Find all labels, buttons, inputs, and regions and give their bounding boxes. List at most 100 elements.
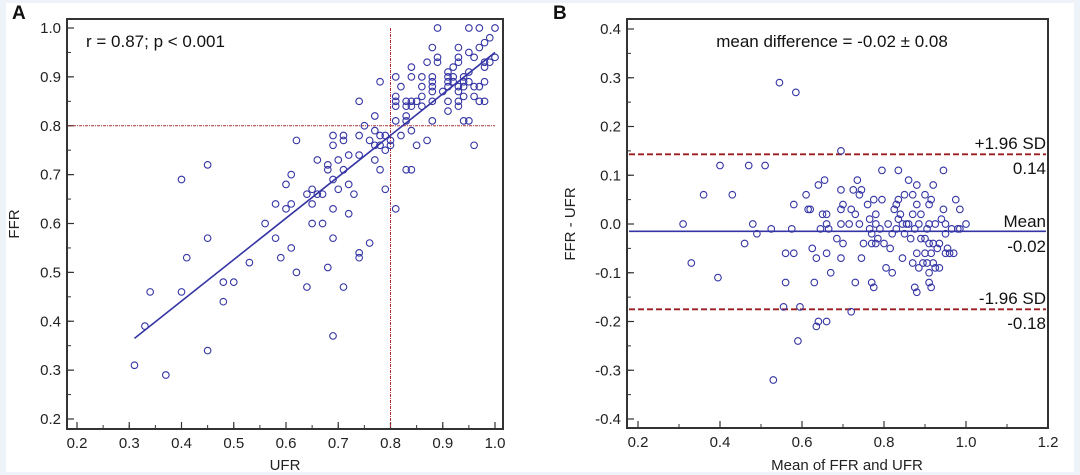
panel-a-data-point <box>454 87 463 96</box>
panel-b-data-point <box>925 239 933 248</box>
panel-b-x-tick-label: 1.2 <box>1038 434 1059 451</box>
panel-b-data-point <box>871 220 880 228</box>
panel-a-y-tick-label: 0.7 <box>40 167 61 184</box>
upper-loa-label: +1.96 SD <box>975 134 1046 153</box>
panel-b-data-point <box>679 220 687 228</box>
panel-b-data-point <box>921 190 929 199</box>
lower-loa-value: -0.18 <box>1007 314 1046 333</box>
panel-b-data-point <box>714 273 722 282</box>
panel-a-data-point <box>219 278 228 287</box>
panel-a-data-point <box>276 253 285 262</box>
panel-a-data-point <box>292 136 301 145</box>
panel-b-data-point <box>927 249 936 258</box>
panel-b-data-point <box>687 259 696 267</box>
panel-a-data-point <box>130 361 139 370</box>
panel-a-data-point <box>444 82 452 91</box>
panel-b-data-point <box>955 225 964 233</box>
panel-b-data-point <box>804 205 813 214</box>
panel-b-x-tick-label: 0.8 <box>874 434 895 451</box>
panel-a-data-point <box>475 97 484 106</box>
panel-a-data-point <box>339 165 348 174</box>
panel-a-data-point <box>303 283 311 291</box>
panel-a-data-point <box>261 219 269 228</box>
panel-b-data-point <box>849 186 858 194</box>
panel-a-data-point <box>376 77 384 86</box>
panel-a-data-point <box>454 53 463 62</box>
panel-b-y-tick-label: -0.4 <box>595 411 621 428</box>
panel-b-data-point <box>839 200 847 209</box>
panel-a-data-point <box>407 97 416 106</box>
panel-a-data-point <box>355 131 364 140</box>
panel-a-data-point <box>308 200 316 208</box>
panel-a-data-point <box>412 97 421 106</box>
panel-b-data-point <box>820 176 829 184</box>
panel-a-data-point <box>454 43 463 52</box>
panel-b-data-point <box>853 176 862 184</box>
panel-b-data-point <box>787 225 796 233</box>
panel-b-data-point <box>867 278 876 287</box>
panel-b-data-point <box>931 220 940 228</box>
panel-b-data-point <box>740 239 749 248</box>
panel-b-data-point <box>925 268 933 277</box>
panel-a-data-point <box>329 175 337 184</box>
panel-a-data-point <box>287 244 296 252</box>
panel-b-y-tick-label: -0.1 <box>595 265 621 282</box>
panel-a-data-point <box>287 170 296 179</box>
panel-b-data-point <box>794 337 802 345</box>
panel-b-data-point <box>855 190 864 199</box>
panel-a-data-point <box>480 77 489 86</box>
panel-b-data-point <box>837 147 845 155</box>
panel-a-correlation-annotation: r = 0.87; p < 0.001 <box>86 32 225 51</box>
panel-b-y-tick-label: 0.4 <box>600 21 621 38</box>
panel-b-data-point <box>824 225 833 233</box>
panel-a-x-tick-label: 0.2 <box>67 435 88 452</box>
panel-b-data-point <box>744 161 753 170</box>
panel-a-data-point <box>470 53 478 62</box>
panel-a-x-axis-label: UFR <box>270 457 301 474</box>
panel-b-x-tick-label: 0.2 <box>628 434 649 451</box>
panel-b-data-point <box>865 215 874 223</box>
panel-b-data-point <box>808 244 817 253</box>
panel-b-data-point <box>806 205 815 214</box>
panel-a-data-point <box>177 288 186 296</box>
panel-a-data-point <box>344 151 353 159</box>
panel-a-data-point <box>323 165 332 174</box>
panel-b-data-point <box>888 268 897 277</box>
panel-a-data-point <box>292 268 301 277</box>
panel-b-data-point <box>892 200 901 209</box>
panel-a-data-point <box>470 92 478 101</box>
panel-a-data-point <box>465 77 473 86</box>
panel-b-data-point <box>941 229 950 238</box>
panel-a-data-point <box>407 165 416 174</box>
panel-a-label: A <box>12 3 26 24</box>
panel-a-data-point <box>329 332 337 340</box>
panel-a-data-point <box>433 53 442 62</box>
panel-a-plot-frame <box>66 18 504 430</box>
panel-b-data-point <box>796 303 804 311</box>
panel-a-data-point <box>203 161 212 169</box>
panel-a-data-point <box>407 126 416 135</box>
panel-a-data-point <box>454 58 463 67</box>
panel-b-plot-frame <box>626 18 1049 429</box>
panel-a-x-tick-label: 1.0 <box>485 435 506 452</box>
panel-b-data-point <box>822 220 831 228</box>
panel-a-data-point <box>391 117 400 125</box>
panel-b-data-point <box>867 229 876 238</box>
panel-a-data-point <box>428 77 437 86</box>
panel-a-data-point <box>402 165 411 174</box>
panel-a-data-point <box>391 92 400 101</box>
panel-b-data-point <box>816 225 825 233</box>
panel-b-data-point <box>908 210 917 219</box>
panel-b-data-point <box>814 317 823 326</box>
panel-a-data-point <box>397 131 405 140</box>
panel-b-data-point <box>925 200 933 209</box>
mean-label: Mean <box>1003 212 1046 231</box>
panel-a-data-point <box>454 82 463 91</box>
panel-b-data-point <box>935 239 944 248</box>
panel-b-data-point <box>839 239 847 248</box>
panel-b-data-point <box>822 210 831 219</box>
panel-a-data-point <box>318 219 327 228</box>
panel-a-data-point <box>444 68 452 76</box>
panel-a-data-point <box>459 92 468 101</box>
